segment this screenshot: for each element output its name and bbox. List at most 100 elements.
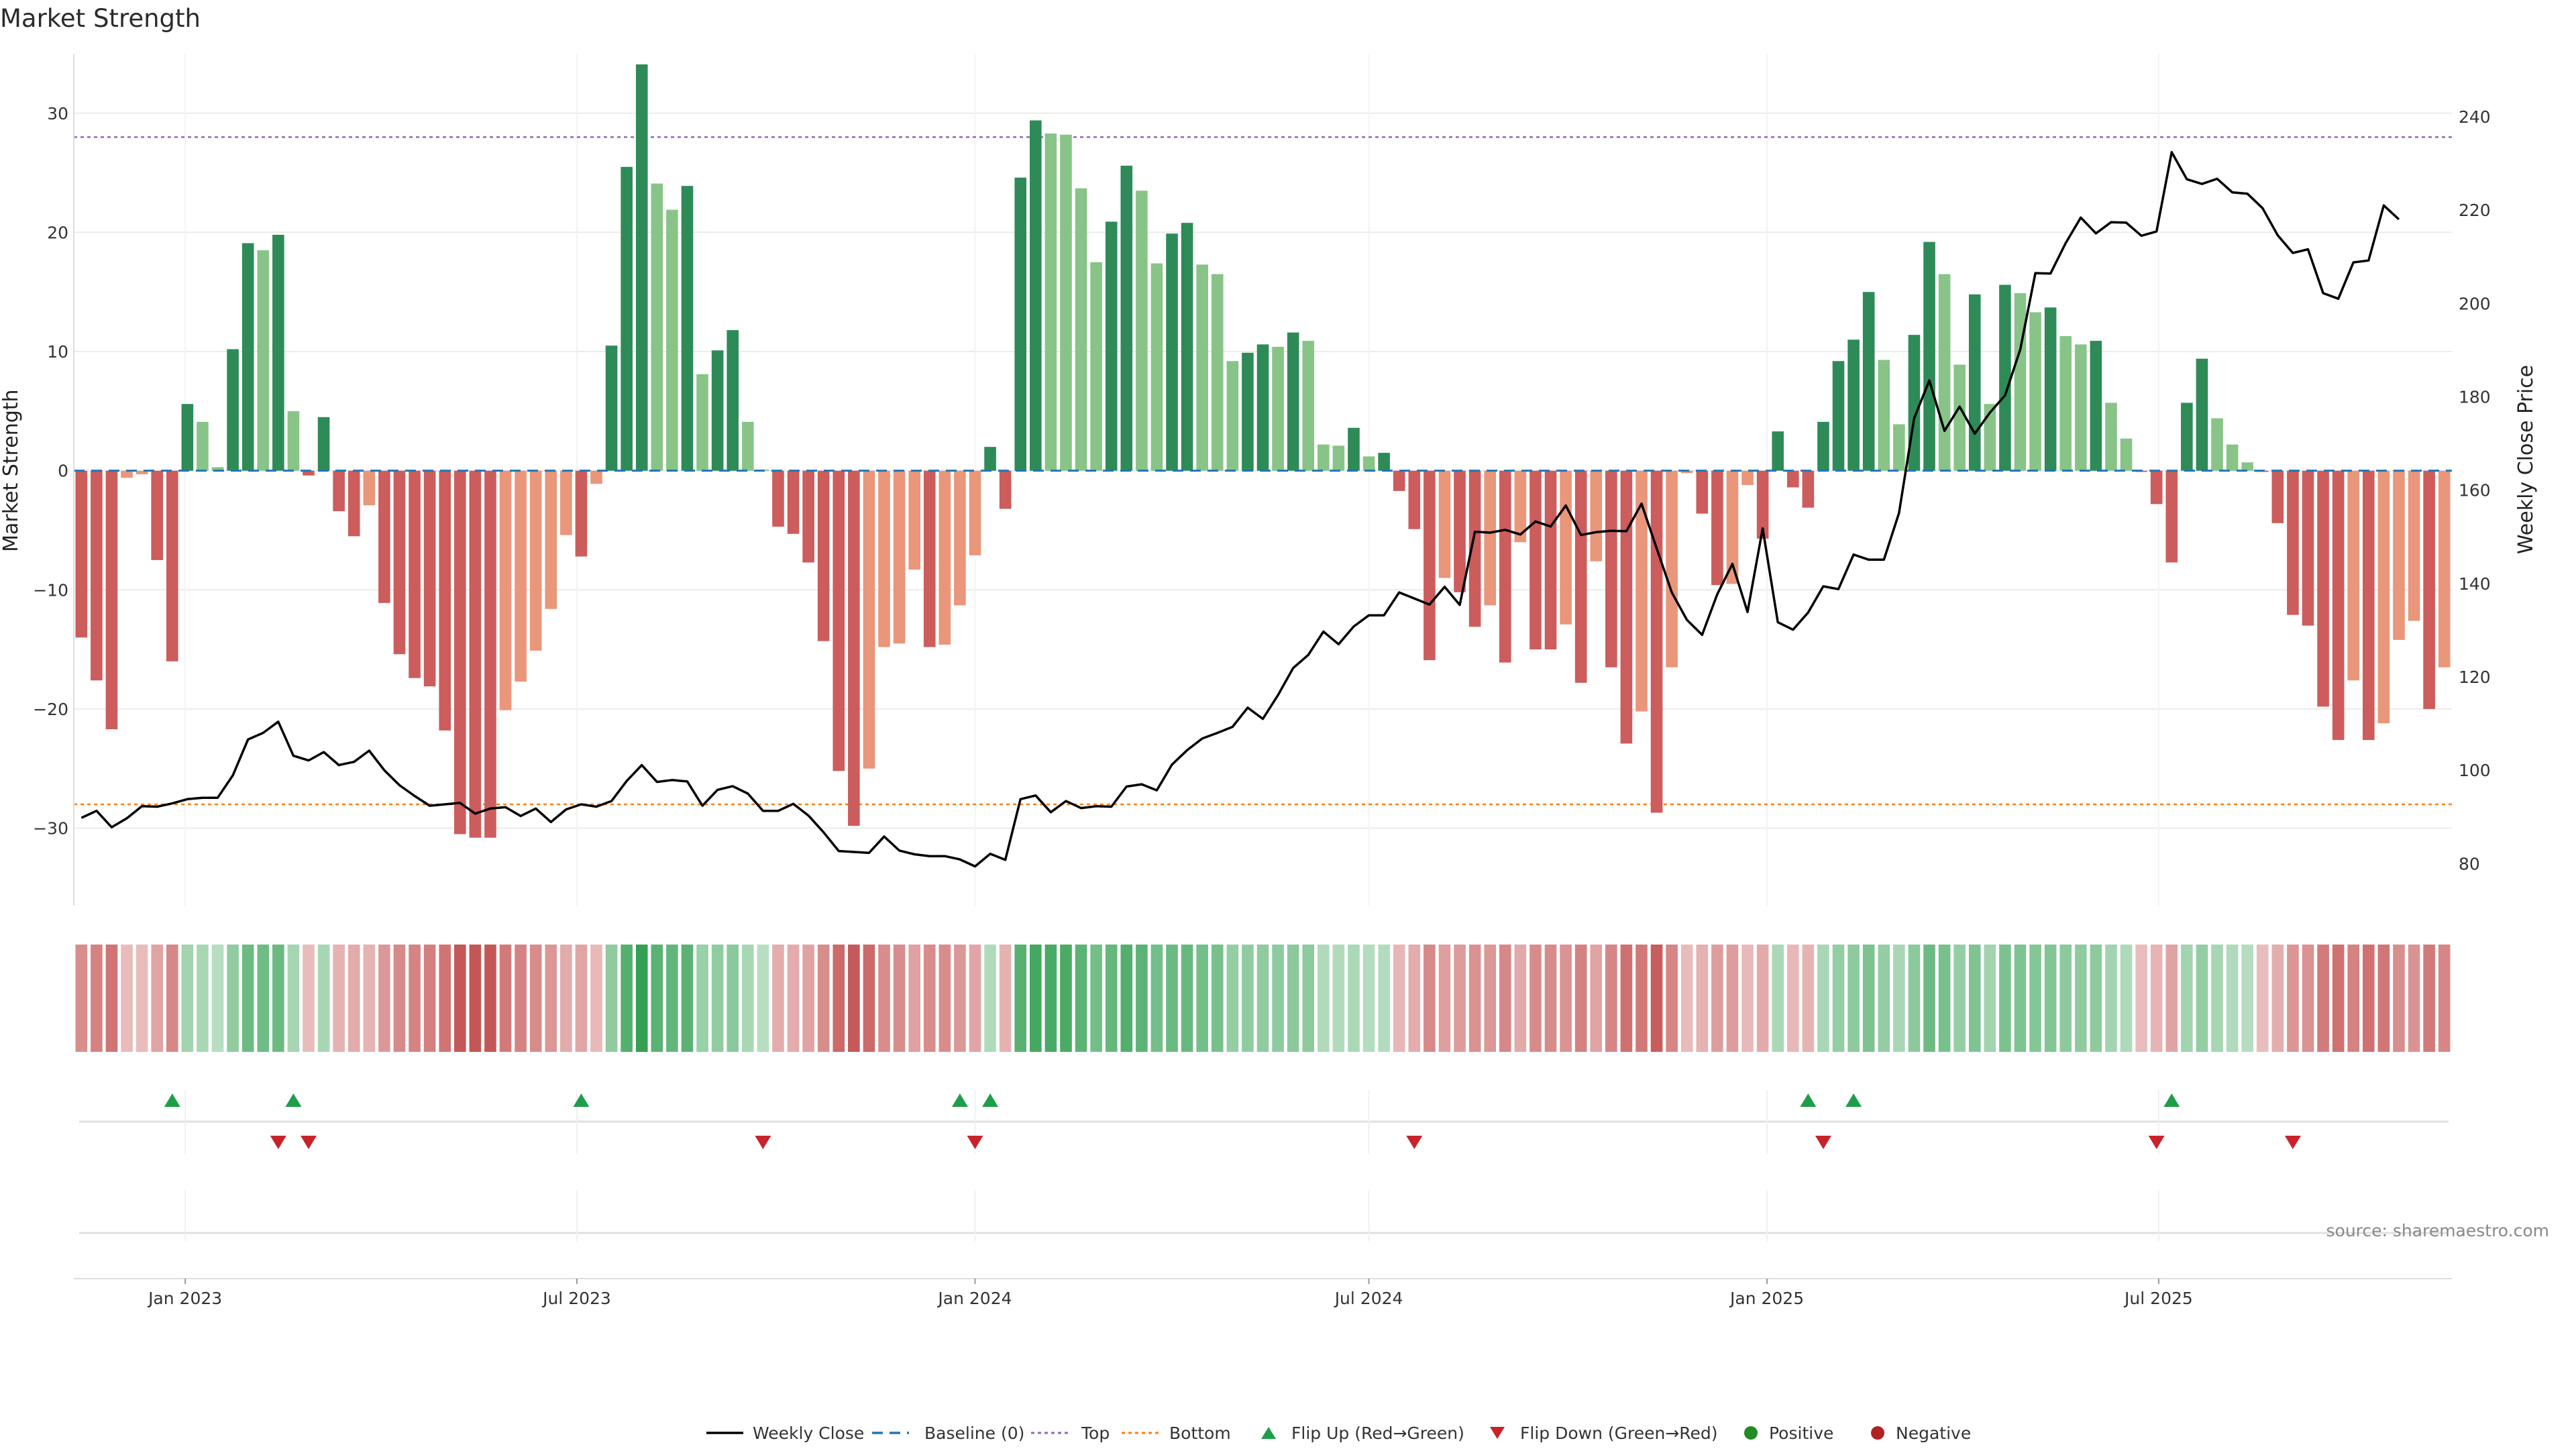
- heatmap-cell: [681, 945, 694, 1052]
- strength-bar: [2074, 344, 2087, 471]
- strength-bar: [515, 470, 527, 682]
- strength-bar: [1499, 470, 1511, 663]
- strength-bar: [1181, 223, 1193, 471]
- heatmap-cell: [303, 945, 315, 1052]
- strength-bar: [91, 470, 103, 681]
- heatmap-cell: [923, 945, 936, 1052]
- heatmap-cell: [1514, 945, 1527, 1052]
- heatmap-cell: [2120, 945, 2133, 1052]
- y-left-tick-label: 10: [47, 342, 68, 362]
- strength-bar: [1786, 470, 1799, 488]
- strength-bar: [727, 330, 739, 471]
- strength-bar: [2271, 470, 2284, 523]
- heatmap-cell: [1029, 945, 1042, 1052]
- heatmap-cell: [2029, 945, 2041, 1052]
- heatmap-cell: [1136, 945, 1148, 1052]
- heatmap-cell: [1696, 945, 1709, 1052]
- strength-bar: [1680, 470, 1693, 474]
- flip-down-marker: [2284, 1136, 2301, 1149]
- y-left-tick-label: 0: [58, 462, 68, 481]
- heatmap-cell: [105, 945, 118, 1052]
- heatmap-cell: [621, 945, 633, 1052]
- heatmap-cell: [484, 945, 496, 1052]
- strength-bar: [2165, 470, 2178, 563]
- heatmap-cell: [2226, 945, 2239, 1052]
- heatmap-cell: [1923, 945, 1935, 1052]
- strength-bar: [1953, 364, 1966, 471]
- heatmap-cell: [121, 945, 133, 1052]
- strength-bar: [1847, 339, 1860, 471]
- flip-down-marker: [1815, 1136, 1831, 1149]
- strength-bar: [711, 350, 724, 471]
- heatmap-cell: [802, 945, 814, 1052]
- heatmap-cell: [75, 945, 88, 1052]
- heatmap-cell: [2438, 945, 2451, 1052]
- heatmap-cell: [590, 945, 602, 1052]
- heatmap-cell: [91, 945, 103, 1052]
- strength-bar: [1862, 292, 1875, 471]
- heatmap-cell: [151, 945, 163, 1052]
- heatmap-cell: [2014, 945, 2027, 1052]
- heatmap-cell: [1680, 945, 1693, 1052]
- strength-bar: [893, 470, 906, 644]
- x-tick-label: Jan 2024: [936, 1289, 1012, 1308]
- heatmap-cell: [1847, 945, 1860, 1052]
- heatmap-cell: [1999, 945, 2011, 1052]
- chart-title: Market Strength: [0, 4, 201, 33]
- heatmap-cell: [2181, 945, 2193, 1052]
- heatmap-cell: [2302, 945, 2314, 1052]
- heatmap-cell: [711, 945, 724, 1052]
- heatmap-cell: [969, 945, 981, 1052]
- heatmap-cell: [2241, 945, 2253, 1052]
- heatmap-cell: [439, 945, 451, 1052]
- heatmap-cell: [938, 945, 951, 1052]
- strength-bar: [2029, 312, 2041, 471]
- heatmap-cell: [1075, 945, 1087, 1052]
- strength-bar: [681, 186, 694, 471]
- strength-bar: [2393, 470, 2405, 640]
- strength-bar: [1999, 284, 2011, 471]
- strength-bar: [1378, 453, 1390, 471]
- source-note: source: sharemaestro.com: [2326, 1221, 2550, 1240]
- heatmap-cell: [363, 945, 376, 1052]
- heatmap-cell: [1560, 945, 1572, 1052]
- legend-label: Flip Down (Green→Red): [1520, 1424, 1718, 1443]
- strength-bar: [1211, 274, 1224, 471]
- strength-bar: [151, 470, 163, 560]
- strength-bar: [969, 470, 981, 555]
- weekly-close-polyline: [80, 151, 2400, 868]
- strength-bar: [227, 349, 239, 471]
- strength-bar: [2317, 470, 2329, 707]
- heatmap-cell: [1424, 945, 1436, 1052]
- flip-down-marker: [300, 1136, 317, 1149]
- heatmap-cell: [863, 945, 875, 1052]
- heatmap-cell: [1666, 945, 1678, 1052]
- legend-label: Weekly Close: [753, 1424, 864, 1443]
- heatmap-cell: [545, 945, 557, 1052]
- strength-bar: [1650, 470, 1663, 813]
- strength-bar: [1075, 188, 1087, 471]
- y-left-tick-label: −30: [33, 819, 68, 839]
- strength-bar: [954, 470, 966, 606]
- strength-bar: [257, 250, 270, 471]
- heatmap-cell: [893, 945, 906, 1052]
- heatmap-cell: [1302, 945, 1315, 1052]
- flip-up-marker: [982, 1093, 999, 1107]
- strength-bar: [802, 470, 814, 563]
- y-left-tick-label: 20: [47, 223, 68, 242]
- strength-bar: [393, 470, 406, 655]
- strength-bar: [317, 417, 330, 471]
- heatmap-cell: [560, 945, 572, 1052]
- strength-bar: [303, 470, 315, 476]
- y-right-tick-label: 220: [2459, 201, 2491, 220]
- heatmap-cell: [2196, 945, 2208, 1052]
- heatmap-cell: [241, 945, 254, 1052]
- heatmap-cell: [1499, 945, 1511, 1052]
- strength-bar: [1893, 424, 1905, 471]
- flip-up-marker: [164, 1093, 180, 1107]
- strength-bar: [2408, 470, 2420, 621]
- x-tick-label: Jul 2023: [541, 1289, 611, 1308]
- y-left-axis-title: Market Strength: [0, 389, 23, 551]
- strength-bar: [439, 470, 451, 731]
